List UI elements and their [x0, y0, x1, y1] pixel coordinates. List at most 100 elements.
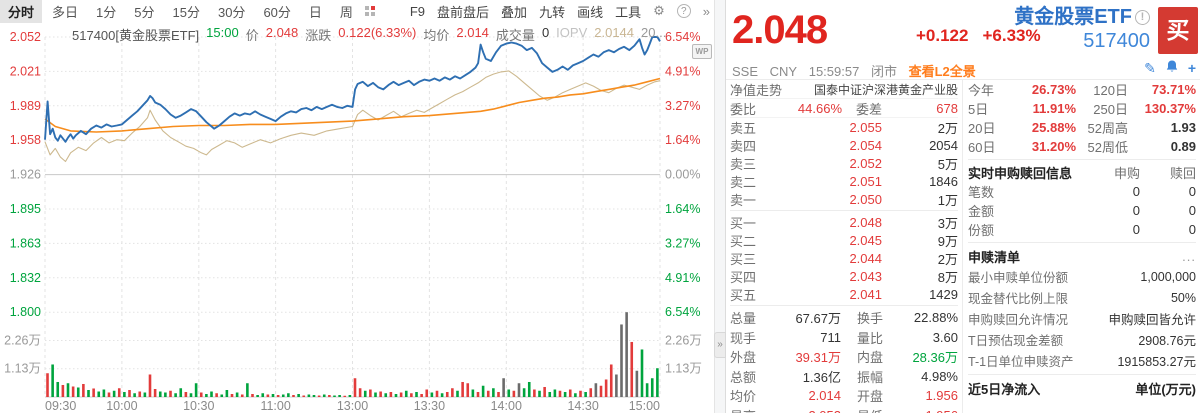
collapse-panel-icon[interactable]: » — [714, 332, 726, 358]
volume-bar — [481, 385, 485, 397]
y-axis-price-label: 1.863 — [10, 236, 41, 250]
bid-row-1[interactable]: 买一 2.048 3万 — [730, 215, 958, 231]
volume-bar — [61, 384, 65, 397]
quick-actions: ✎ + — [1144, 60, 1196, 75]
l2-panorama-link[interactable]: 查看L2全景 — [908, 64, 976, 80]
y-axis-price-label: 1.926 — [10, 168, 41, 182]
volume-bar — [56, 381, 60, 397]
toolbar-pre-post-market[interactable]: 盘前盘后 — [437, 4, 490, 20]
y-axis-price-label: 1.895 — [10, 202, 41, 216]
ask-row-1[interactable]: 卖一 2.050 1万 — [730, 192, 958, 208]
notice-icon[interactable]: ! — [1135, 10, 1150, 25]
tab-multiday[interactable]: 多日 — [52, 4, 79, 20]
volume-bar — [589, 388, 593, 397]
stats-row-high-low: 最高2.052 最低1.956 — [730, 406, 958, 413]
volume-bar — [579, 390, 582, 397]
perf-row-20d: 20日 25.88% 52周高 1.93 — [968, 120, 1196, 136]
info-date-truncated: 20... — [641, 25, 667, 40]
toolbar-f9[interactable]: F9 — [409, 3, 426, 19]
settings-gear-icon[interactable]: ⚙ — [653, 3, 665, 18]
stats-row-avg-open: 均价 2.014 开盘 1.956 — [730, 388, 958, 405]
quote-panel: 2.048 +0.122 +6.33% 黄金股票ETF! 517400 买 SSE… — [726, 0, 1200, 413]
wp-badge-icon[interactable]: WP — [692, 44, 712, 59]
change-percent: +6.33% — [982, 26, 1041, 45]
volume-bar — [384, 393, 388, 397]
tab-60min[interactable]: 60分 — [263, 4, 291, 20]
ask-row-5[interactable]: 卖五 2.055 2万 — [730, 120, 958, 136]
volume-bar — [645, 383, 649, 397]
y-axis-price-label: 1.800 — [10, 305, 41, 319]
tab-30min[interactable]: 30分 — [217, 4, 246, 20]
security-code: 517400 — [1083, 30, 1150, 52]
list-row-t-cash-diff: T日预估现金差额 2908.76元 — [968, 334, 1196, 348]
y-axis-percent-label: 3.27% — [665, 236, 700, 250]
more-periods-icon[interactable] — [364, 5, 376, 17]
toolbar-overlay[interactable]: 叠加 — [501, 4, 528, 20]
volume-bar — [322, 394, 326, 397]
chart-toolbar: F9 盘前盘后 叠加 九转 画线 工具 ⚙ ? » — [410, 2, 714, 21]
volume-bar — [153, 389, 157, 397]
bid-row-4[interactable]: 买四 2.043 8万 — [730, 269, 958, 285]
list-row-permission: 申购赎回允许情况 申购赎回皆允许 — [968, 313, 1196, 327]
edit-pencil-icon[interactable]: ✎ — [1144, 59, 1156, 76]
help-icon[interactable]: ? — [676, 4, 691, 18]
volume-bar — [420, 394, 423, 397]
net-inflow-mini-chart: 1877 — [968, 398, 1196, 413]
volume-bar — [123, 392, 126, 397]
volume-bar — [199, 392, 203, 397]
add-to-watchlist-icon[interactable]: + — [1187, 59, 1196, 76]
volume-bar — [240, 394, 244, 397]
volume-bar — [82, 383, 85, 397]
volume-bar — [343, 395, 347, 397]
volume-bar — [369, 389, 372, 397]
y-axis-price-label: 1.832 — [10, 271, 41, 285]
volume-bar — [533, 389, 536, 397]
bid-row-3[interactable]: 买三 2.044 2万 — [730, 251, 958, 267]
series-iopv-line — [44, 70, 661, 163]
intraday-chart[interactable]: 2.052 6.54% 2.021 4.91% 1.989 3.27% 1.958 1.64%… — [0, 0, 714, 413]
tab-15min[interactable]: 15分 — [172, 4, 200, 20]
toolbar-tools[interactable]: 工具 — [615, 4, 642, 20]
toolbar-more-chevron-icon[interactable]: » — [702, 3, 710, 19]
volume-bar — [317, 395, 321, 397]
bid-row-5[interactable]: 买五 2.041 1429 — [730, 287, 958, 303]
ask-row-4[interactable]: 卖四 2.054 2054 — [730, 138, 958, 154]
volume-bar — [297, 394, 300, 397]
chart-region: 分时 多日 1分 5分 15分 30分 60分 日 周 F9 盘前盘后 叠加 九… — [0, 0, 714, 413]
ask-row-3[interactable]: 卖三 2.052 5万 — [730, 156, 958, 172]
volume-bar — [138, 391, 142, 397]
perf-row-60d: 60日 31.20% 52周低 0.89 — [968, 139, 1196, 155]
volume-bar — [302, 395, 306, 397]
info-avg-label: 均价 — [423, 28, 450, 43]
volume-bar — [169, 390, 172, 397]
x-axis-time-label: 11:00 — [260, 399, 290, 413]
tab-intraday[interactable]: 分时 — [0, 0, 43, 23]
ask-row-2[interactable]: 卖二 2.051 1846 — [730, 174, 958, 190]
info-volume-value: 0 — [541, 25, 550, 40]
panel-resize-divider[interactable]: » — [714, 0, 726, 413]
toolbar-nine-turn[interactable]: 九转 — [539, 4, 566, 20]
volume-bar — [133, 393, 136, 397]
tab-1min[interactable]: 1分 — [96, 4, 117, 20]
volume-bar — [194, 383, 198, 397]
volume-bar — [51, 364, 54, 397]
volume-bar — [635, 370, 639, 397]
buy-button[interactable]: 买 — [1158, 7, 1198, 54]
nav-trend-row[interactable]: 净值走势 国泰中证沪深港黄金产业股 — [730, 80, 958, 99]
volume-bar — [630, 341, 634, 397]
tab-5min[interactable]: 5分 — [134, 4, 155, 20]
tab-daily[interactable]: 日 — [308, 4, 322, 20]
alert-bell-icon[interactable] — [1166, 60, 1178, 75]
volume-bar — [215, 393, 218, 397]
volume-bar — [625, 312, 628, 397]
bid-row-2[interactable]: 买二 2.045 9万 — [730, 233, 958, 249]
quote-column: 净值走势 国泰中证沪深港黄金产业股 委比 44.66% 委差 678 卖五 2.0… — [730, 80, 958, 413]
volume-bar — [507, 389, 511, 397]
volume-bar — [256, 395, 259, 397]
volume-bar — [466, 383, 470, 397]
net-inflow-header: 近5日净流入 单位(万元) — [968, 381, 1196, 397]
volume-bar — [102, 389, 106, 397]
tab-weekly[interactable]: 周 — [339, 4, 353, 20]
toolbar-draw-line[interactable]: 画线 — [577, 4, 604, 20]
list-more-link[interactable]: ... — [1182, 248, 1196, 264]
